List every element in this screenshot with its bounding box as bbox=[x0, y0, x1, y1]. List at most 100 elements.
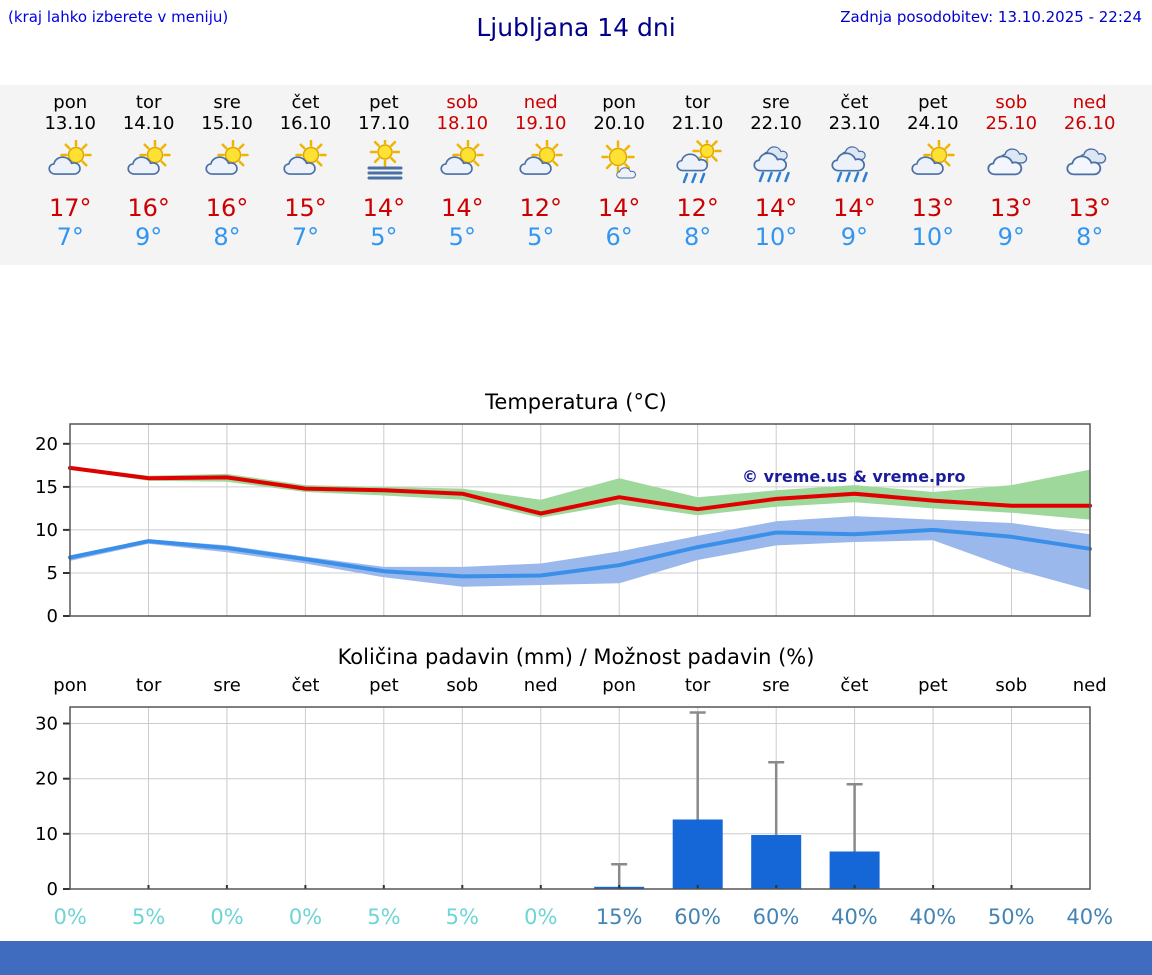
low-temp: 9° bbox=[997, 223, 1025, 251]
rain-icon bbox=[815, 137, 893, 189]
high-temp-line bbox=[68, 465, 1092, 516]
forecast-day-14.10[interactable]: tor 14.10 16° 9° bbox=[109, 92, 187, 251]
day-date: 19.10 bbox=[514, 113, 567, 134]
forecast-day-20.10[interactable]: pon 20.10 14° 6° bbox=[580, 92, 658, 251]
page-header: (kraj lahko izberete v meniju) Ljubljana… bbox=[0, 0, 1152, 85]
day-name: ned bbox=[523, 92, 558, 113]
mostly-sunny-icon bbox=[580, 137, 658, 189]
day-date: 26.10 bbox=[1063, 113, 1116, 134]
forecast-columns: pon 13.10 17° 7° tor 14.10 16° 9° sre 15.10 16° 8° č… bbox=[31, 92, 1129, 251]
forecast-day-13.10[interactable]: pon 13.10 17° 7° bbox=[31, 92, 109, 251]
high-temp: 14° bbox=[441, 194, 484, 222]
forecast-day-26.10[interactable]: ned 26.10 13° 8° bbox=[1050, 92, 1128, 251]
forecast-day-19.10[interactable]: ned 19.10 12° 5° bbox=[502, 92, 580, 251]
high-temp: 14° bbox=[754, 194, 798, 222]
precip-day-label: pet bbox=[918, 675, 948, 696]
day-date: 22.10 bbox=[750, 113, 802, 134]
y-axis-tick-label: 0 bbox=[47, 879, 58, 897]
low-temp: 5° bbox=[370, 223, 398, 251]
precip-day-label: čet bbox=[840, 675, 869, 696]
high-temp: 13° bbox=[911, 194, 955, 222]
day-name: čet bbox=[840, 92, 869, 113]
forecast-day-21.10[interactable]: tor 21.10 12° 8° bbox=[658, 92, 736, 251]
day-date: 24.10 bbox=[907, 113, 959, 134]
low-temp: 7° bbox=[56, 223, 84, 251]
high-temp: 14° bbox=[362, 194, 406, 222]
low-temp: 7° bbox=[291, 223, 320, 251]
page-title: Ljubljana 14 dni bbox=[476, 13, 676, 42]
day-name: pet bbox=[369, 92, 399, 113]
low-temp-line bbox=[68, 527, 1092, 579]
partly-cloudy-icon bbox=[31, 137, 109, 189]
forecast-day-23.10[interactable]: čet 23.10 14° 9° bbox=[815, 92, 893, 251]
temperature-chart: 0 5 10 15 20 © vreme.us & vreme.pro bbox=[35, 423, 1092, 623]
y-axis-tick-label: 5 bbox=[47, 563, 58, 584]
low-temp: 10° bbox=[911, 223, 955, 251]
day-name: sob bbox=[995, 92, 1028, 113]
last-update-label: Zadnja posodobitev: 13.10.2025 - 22:24 bbox=[840, 8, 1142, 26]
low-temp: 9° bbox=[840, 223, 869, 251]
partly-cloudy-icon bbox=[894, 137, 972, 189]
forecast-day-15.10[interactable]: sre 15.10 16° 8° bbox=[188, 92, 266, 251]
fog-icon bbox=[345, 137, 423, 189]
precipitation-chart-title: Količina padavin (mm) / Možnost padavin … bbox=[337, 645, 815, 669]
y-axis-tick-label: 20 bbox=[35, 434, 58, 455]
y-axis-tick-label: 0 bbox=[47, 606, 58, 623]
precip-day-label: pet bbox=[369, 675, 399, 696]
precip-probability: 40% bbox=[909, 905, 957, 929]
day-date: 23.10 bbox=[828, 113, 881, 134]
forecast-day-22.10[interactable]: sre 22.10 14° 10° bbox=[737, 92, 815, 251]
menu-note: (kraj lahko izberete v meniju) bbox=[8, 8, 229, 26]
day-name: pet bbox=[918, 92, 948, 113]
low-temp-uncertainty-band bbox=[70, 516, 1090, 591]
precip-probability: 50% bbox=[987, 905, 1035, 929]
partly-cloudy-icon bbox=[188, 137, 266, 189]
precipitation-chart: 0 10 20 30 bbox=[35, 706, 1091, 897]
forecast-day-18.10[interactable]: sob 18.10 14° 5° bbox=[423, 92, 501, 251]
y-axis-tick-label: 20 bbox=[35, 769, 58, 790]
partly-cloudy-icon bbox=[109, 137, 187, 189]
forecast-day-17.10[interactable]: pet 17.10 14° 5° bbox=[345, 92, 423, 251]
precip-probability: 60% bbox=[674, 905, 721, 929]
day-name: sre bbox=[213, 92, 241, 113]
low-temp: 6° bbox=[605, 223, 633, 251]
high-temp: 16° bbox=[205, 194, 249, 222]
high-temp: 12° bbox=[676, 194, 719, 222]
partly-cloudy-icon bbox=[502, 137, 580, 189]
day-name: tor bbox=[135, 92, 162, 113]
precip-probability: 60% bbox=[752, 905, 800, 929]
high-temp: 14° bbox=[597, 194, 641, 222]
high-temp: 13° bbox=[1068, 194, 1111, 222]
precip-probability: 0% bbox=[288, 905, 323, 929]
high-temp: 15° bbox=[284, 194, 327, 222]
precip-probability: 15% bbox=[595, 905, 643, 929]
precip-bar bbox=[829, 851, 880, 889]
day-date: 15.10 bbox=[201, 113, 253, 134]
high-temp: 14° bbox=[833, 194, 876, 222]
day-name: sre bbox=[762, 92, 790, 113]
precip-day-label: pon bbox=[53, 675, 88, 696]
precip-probability: 40% bbox=[831, 905, 878, 929]
precip-day-label: pon bbox=[602, 675, 637, 696]
precip-probability: 0% bbox=[524, 905, 558, 929]
y-axis-tick-label: 10 bbox=[35, 520, 58, 541]
precip-probability: 40% bbox=[1066, 905, 1114, 929]
day-date: 13.10 bbox=[44, 113, 96, 134]
forecast-strip: pon 13.10 17° 7° tor 14.10 16° 9° sre 15.10 16° 8° č… bbox=[0, 85, 1152, 265]
forecast-day-25.10[interactable]: sob 25.10 13° 9° bbox=[972, 92, 1050, 251]
precip-day-label: sre bbox=[762, 675, 790, 696]
precip-day-label: tor bbox=[684, 675, 711, 696]
precip-day-label: sre bbox=[213, 675, 241, 696]
forecast-day-16.10[interactable]: čet 16.10 15° 7° bbox=[266, 92, 344, 251]
y-axis-tick-label: 30 bbox=[35, 714, 58, 735]
day-name: sob bbox=[446, 92, 479, 113]
precip-probability: 5% bbox=[367, 905, 401, 929]
high-temp: 16° bbox=[127, 194, 170, 222]
high-temp: 13° bbox=[990, 194, 1033, 222]
forecast-day-24.10[interactable]: pet 24.10 13° 10° bbox=[894, 92, 972, 251]
day-name: ned bbox=[1072, 92, 1107, 113]
spacer bbox=[0, 265, 1152, 390]
low-temp: 9° bbox=[134, 223, 163, 251]
day-name: pon bbox=[53, 92, 88, 113]
watermark: © vreme.us & vreme.pro bbox=[742, 467, 965, 486]
